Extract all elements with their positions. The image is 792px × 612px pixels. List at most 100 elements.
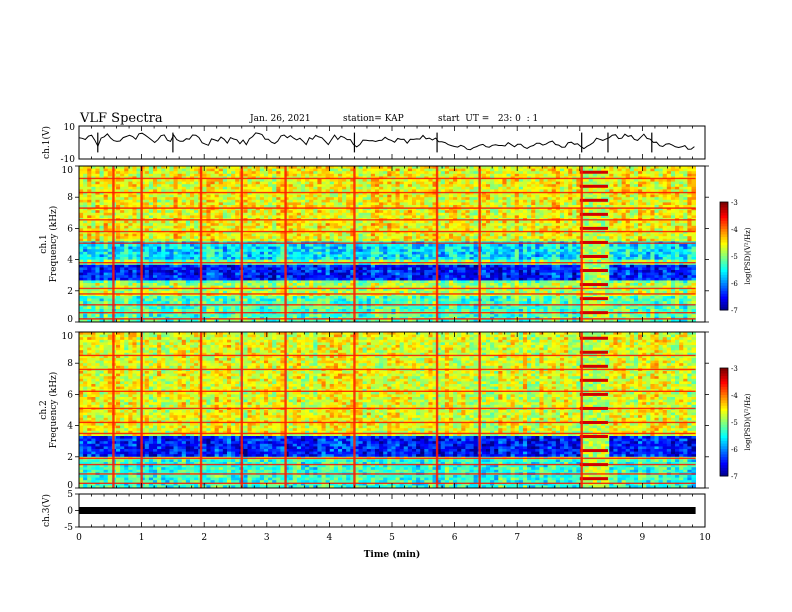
spectro-cell (116, 173, 121, 177)
spectro-cell (95, 207, 100, 211)
spectro-cell (255, 225, 261, 229)
spectro-cell (321, 199, 327, 203)
spectro-cell (189, 249, 195, 253)
spectro-cell (296, 296, 302, 299)
spectro-cell (206, 197, 211, 201)
spectro-cell (292, 199, 298, 203)
spectro-cell (337, 309, 343, 312)
spectro-cell (333, 275, 339, 279)
spectro-cell (251, 314, 257, 318)
spectro-cell (399, 272, 405, 276)
spectro-cell (263, 179, 269, 182)
spectro-cell (157, 233, 162, 237)
spectro-cell (210, 238, 216, 242)
spectro-cell (136, 270, 142, 273)
spectro-cell (268, 283, 273, 286)
spectro-cell (136, 199, 142, 203)
spectro-cell (403, 238, 409, 242)
spectro-cell (99, 171, 105, 175)
spectro-cell (342, 184, 347, 188)
spectro-cell (325, 202, 331, 206)
spectro-cell (107, 280, 113, 284)
spectro-cell (362, 181, 368, 185)
spectro-cell (366, 220, 372, 224)
spectro-cell (255, 181, 261, 185)
spectro-cell (379, 251, 384, 255)
spectro-cell (395, 309, 401, 312)
spectro-cell (346, 215, 351, 219)
spectro-cell (194, 181, 199, 185)
spectro-cell (321, 254, 327, 258)
spectro-cell (91, 270, 96, 273)
spectro-cell (116, 288, 121, 292)
spectro-cell (268, 212, 273, 216)
spectro-cell (346, 277, 351, 281)
spectro-cell (251, 179, 257, 182)
spectro-cell (83, 215, 88, 219)
spectro-cell (140, 251, 146, 255)
spectro-cell (247, 215, 253, 219)
spectro-cell (107, 236, 113, 240)
spectro-cell (173, 277, 179, 281)
spectro-cell (259, 238, 265, 242)
spectro-cell (157, 301, 162, 305)
spectro-cell (194, 197, 199, 201)
spectro-cell (206, 171, 211, 175)
spectro-cell (247, 301, 253, 305)
spectro-cell (296, 236, 302, 240)
spectro-cell (247, 246, 253, 250)
spectro-cell (87, 181, 92, 185)
spectro-cell (362, 296, 368, 299)
spectro-cell (177, 210, 183, 214)
spectro-cell (259, 197, 265, 201)
spectro-cell (280, 251, 285, 255)
spectro-cell (95, 186, 100, 190)
spectro-cell (95, 202, 100, 206)
spectro-cell (292, 275, 298, 279)
spectro-cell (243, 277, 248, 281)
spectro-cell (214, 236, 220, 240)
spectro-cell (152, 280, 158, 284)
spectro-cell (202, 184, 207, 188)
spectro-cell (395, 194, 401, 198)
spectro-cell (99, 202, 105, 206)
spectro-cell (218, 251, 224, 255)
spectro-cell (107, 251, 113, 255)
spectro-cell (395, 197, 401, 201)
spectro-cell (165, 277, 170, 281)
spectro-cell (370, 220, 376, 224)
spectro-cell (116, 290, 121, 294)
spectro-cell (235, 296, 240, 299)
spectro-cell (366, 301, 372, 305)
spectro-cell (403, 168, 409, 172)
spectro-cell (366, 194, 372, 198)
spectro-cell (210, 314, 216, 318)
spectro-cell (243, 197, 248, 201)
spectro-cell (321, 194, 327, 198)
spectro-cell (140, 186, 146, 190)
spectro-cell (202, 202, 207, 206)
spectro-cell (255, 270, 261, 273)
spectro-cell (292, 210, 298, 214)
spectro-cell (276, 314, 281, 318)
spectro-cell (132, 233, 137, 237)
spectro-cell (231, 210, 236, 214)
spectro-cell (288, 277, 294, 281)
spectro-cell (161, 179, 166, 182)
spectro-cell (325, 220, 331, 224)
spectro-cell (132, 264, 137, 268)
spectro-cell (103, 267, 109, 271)
spectro-cell (300, 296, 306, 299)
spectro-cell (107, 223, 113, 227)
spectro-cell (79, 249, 84, 253)
spectro-cell (222, 264, 228, 268)
spectro-cell (247, 210, 253, 214)
spectro-cell (177, 275, 183, 279)
spectro-cell (152, 199, 158, 203)
spectro-cell (132, 290, 137, 294)
spectro-cell (185, 186, 191, 190)
spectro-cell (235, 220, 240, 224)
spectro-cell (148, 179, 154, 182)
spectro-cell (243, 246, 248, 250)
spectro-cell (165, 179, 170, 182)
